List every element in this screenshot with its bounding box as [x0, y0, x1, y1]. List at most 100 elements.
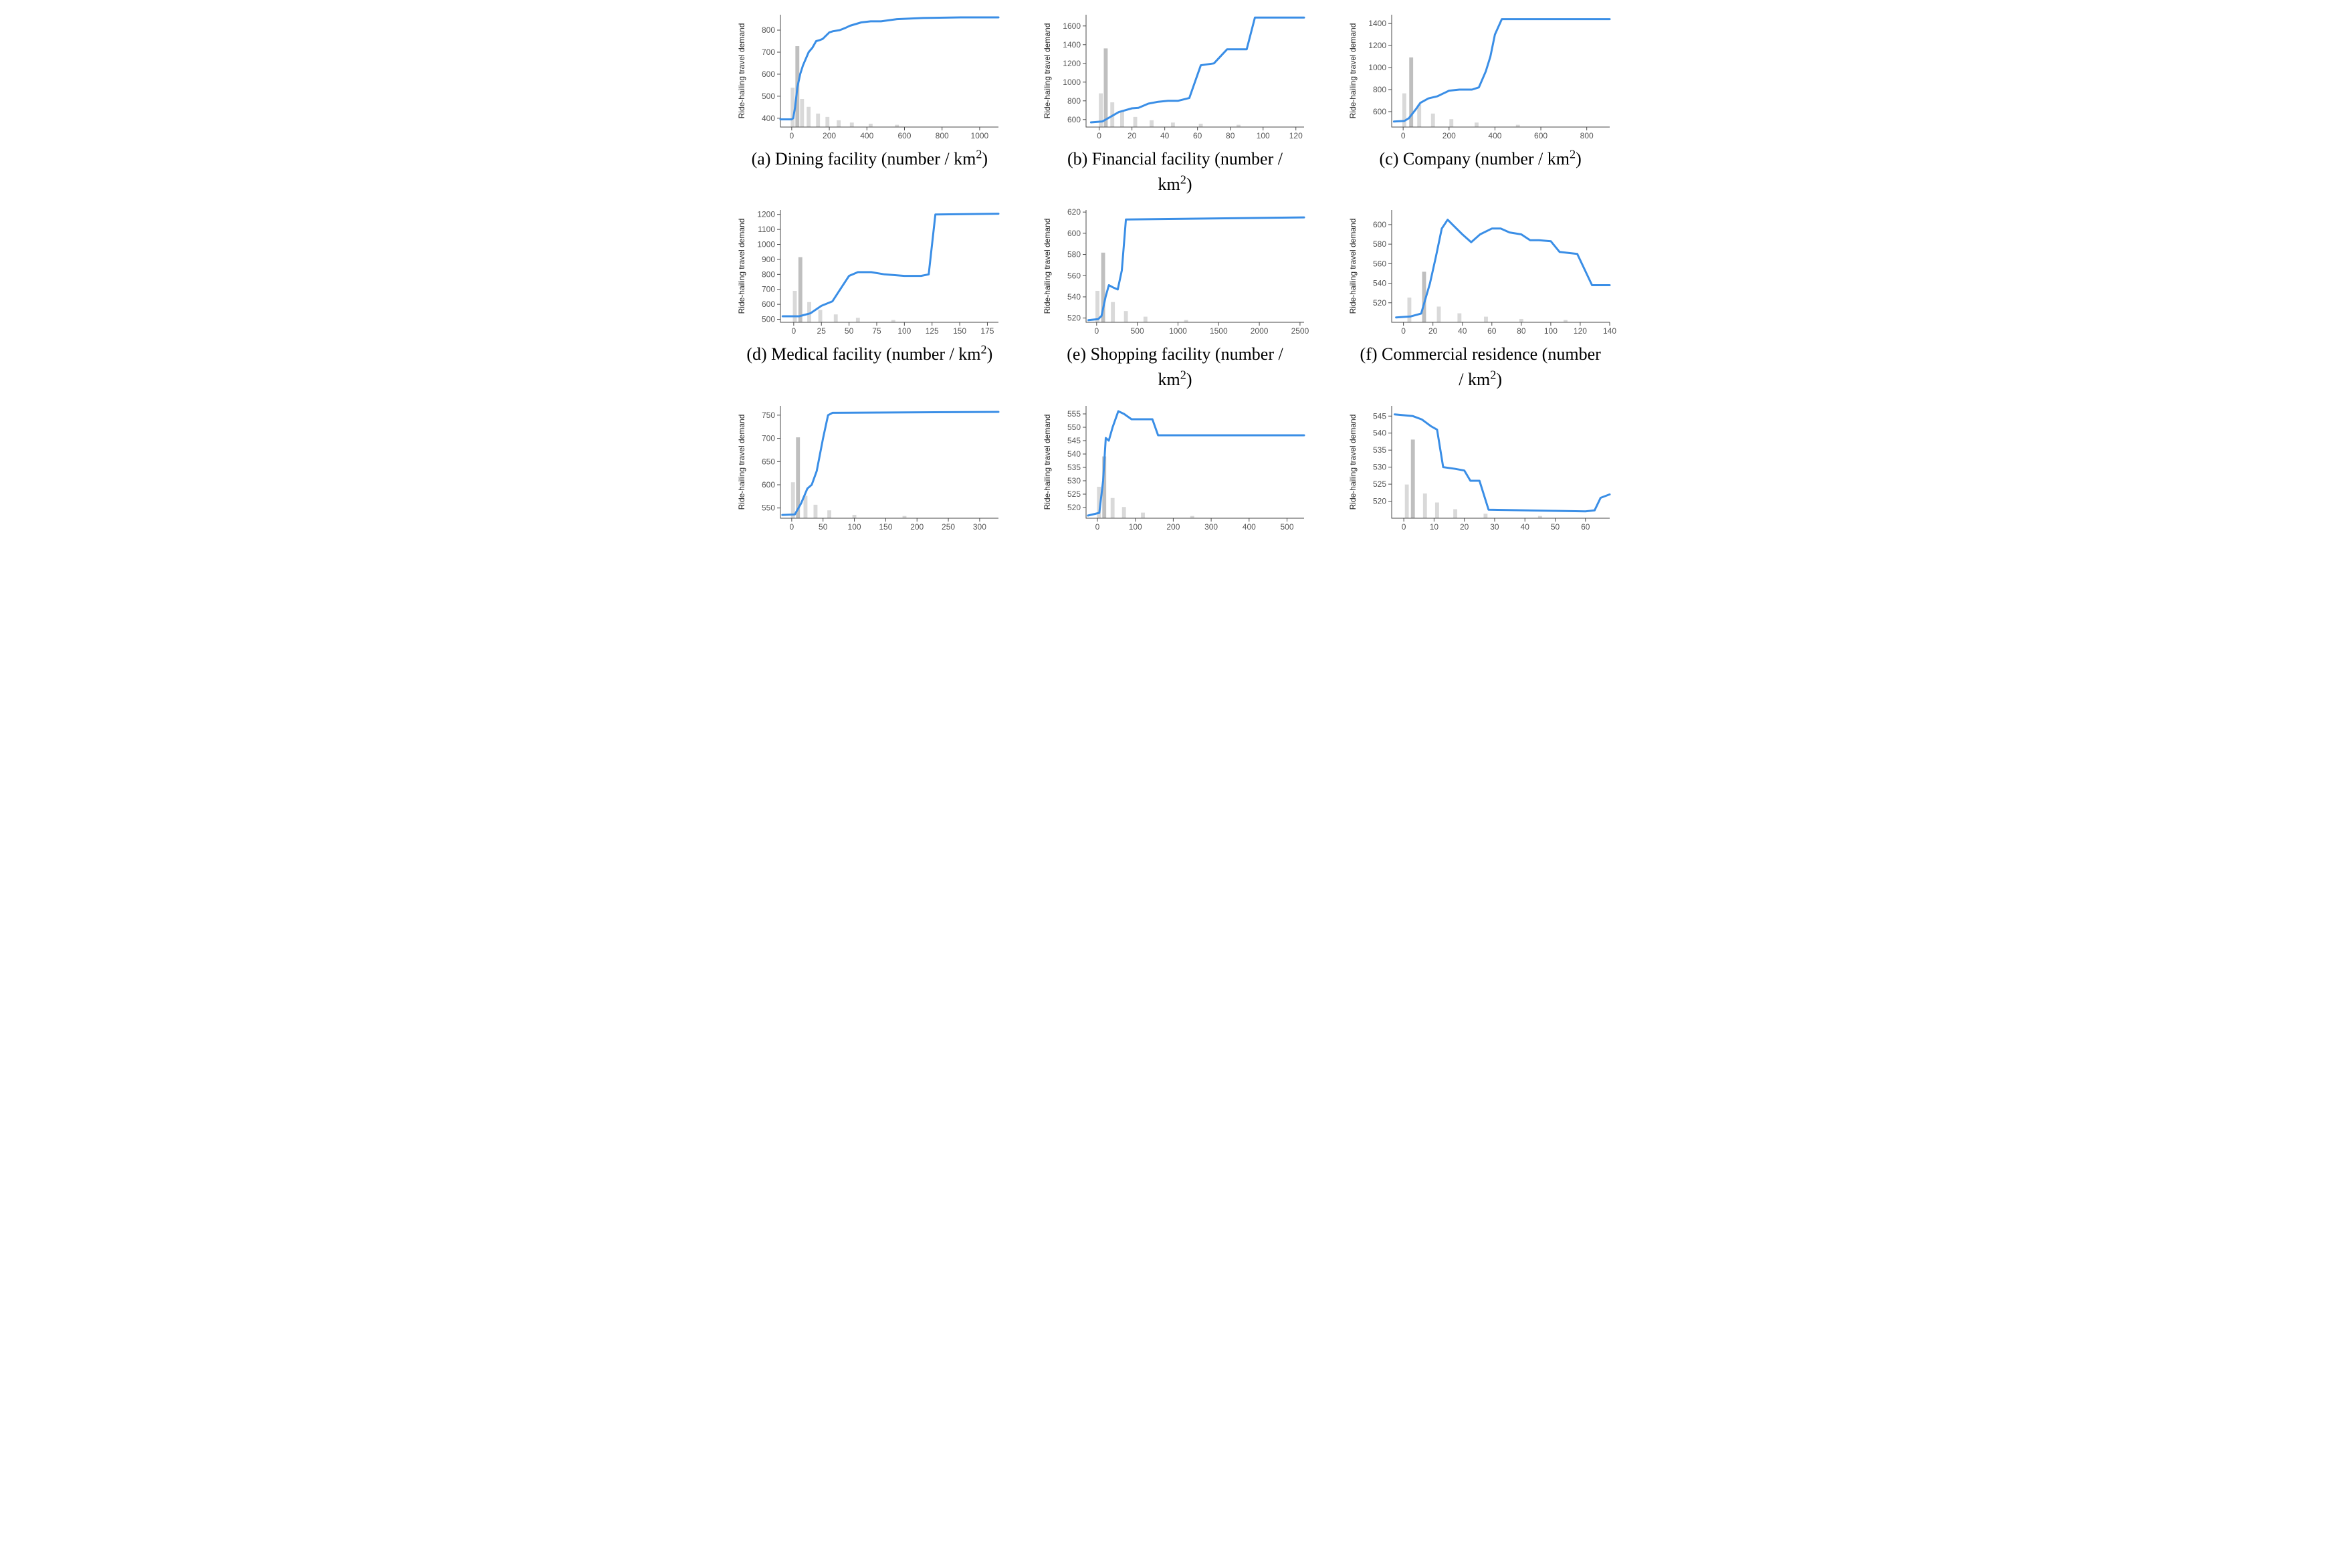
y-axis-label: Ride-hailing travel demand: [1043, 219, 1052, 314]
ytick-label: 700: [762, 47, 775, 57]
xtick-label: 60: [1487, 326, 1497, 336]
ytick-label: 600: [1067, 229, 1081, 238]
xtick-label: 250: [942, 522, 955, 532]
xtick-label: 60: [1193, 131, 1202, 140]
hist-bars: [1099, 48, 1241, 127]
chart-e: 05001000150020002500520540560580600620Ri…: [1038, 202, 1312, 339]
panel-b: 0204060801001206008001000120014001600Rid…: [1029, 7, 1321, 197]
ytick-label: 580: [1373, 240, 1386, 249]
demand-line: [1088, 411, 1304, 516]
axes: [780, 210, 998, 322]
ytick-label: 600: [1067, 115, 1081, 124]
chart-d: 0255075100125150175500600700800900100011…: [732, 202, 1006, 339]
hist-bars: [1404, 439, 1541, 518]
xtick-label: 150: [953, 326, 966, 336]
xtick-label: 120: [1574, 326, 1587, 336]
y-axis-label: Ride-hailing travel demand: [737, 219, 746, 314]
xtick-label: 125: [926, 326, 939, 336]
xtick-label: 1500: [1210, 326, 1228, 336]
xtick-label: 100: [1129, 522, 1142, 532]
xtick-label: 60: [1581, 522, 1590, 532]
y-axis-label: Ride-hailing travel demand: [1348, 219, 1358, 314]
chart-b: 0204060801001206008001000120014001600Rid…: [1038, 7, 1312, 144]
chart-i: 0102030405060520525530535540545Ride-hail…: [1344, 398, 1618, 535]
hist-bars: [1402, 58, 1520, 127]
ytick-label: 1400: [1368, 19, 1386, 28]
ytick-label: 400: [762, 114, 775, 123]
demand-line: [780, 17, 998, 120]
caption-a: (a) Dining facility (number / km2): [752, 146, 988, 172]
xtick-label: 2000: [1251, 326, 1269, 336]
xtick-label: 0: [1401, 522, 1406, 532]
demand-line: [1089, 217, 1304, 320]
chart-wrap-a: 02004006008001000400500600700800Ride-hai…: [724, 7, 1016, 144]
chart-wrap-c: 0200400600800600800100012001400Ride-hail…: [1334, 7, 1626, 144]
xtick-label: 40: [1160, 131, 1170, 140]
caption-e: (e) Shopping facility (number / km2): [1051, 342, 1299, 392]
xtick-label: 0: [1401, 326, 1406, 336]
ytick-label: 750: [762, 411, 775, 420]
chart-wrap-d: 0255075100125150175500600700800900100011…: [724, 202, 1016, 339]
ytick-label: 540: [1067, 292, 1081, 302]
axes: [1086, 406, 1304, 518]
xtick-label: 175: [981, 326, 994, 336]
y-axis-label: Ride-hailing travel demand: [737, 23, 746, 119]
ytick-label: 550: [1067, 423, 1081, 432]
ytick-label: 1200: [1063, 59, 1081, 68]
xtick-label: 200: [1442, 131, 1455, 140]
demand-line: [1394, 19, 1610, 122]
ytick-label: 500: [762, 315, 775, 324]
panel-d: 0255075100125150175500600700800900100011…: [724, 202, 1016, 392]
demand-line: [1091, 17, 1304, 122]
xtick-label: 50: [819, 522, 828, 532]
xtick-label: 150: [879, 522, 893, 532]
ytick-label: 525: [1067, 489, 1081, 499]
xtick-label: 20: [1460, 522, 1469, 532]
y-axis-label: Ride-hailing travel demand: [1348, 23, 1358, 119]
xtick-label: 10: [1429, 522, 1438, 532]
xtick-label: 120: [1289, 131, 1303, 140]
ytick-label: 600: [762, 480, 775, 489]
ytick-label: 550: [762, 503, 775, 512]
chart-f: 020406080100120140520540560580600Ride-ha…: [1344, 202, 1618, 339]
panel-c: 0200400600800600800100012001400Ride-hail…: [1334, 7, 1626, 197]
ytick-label: 530: [1373, 462, 1386, 471]
ytick-label: 1100: [758, 225, 776, 234]
xtick-label: 400: [861, 131, 874, 140]
hist-bars: [1095, 253, 1188, 322]
xtick-label: 20: [1428, 326, 1438, 336]
xtick-label: 40: [1520, 522, 1529, 532]
ytick-label: 800: [1373, 85, 1386, 94]
axes: [780, 406, 998, 518]
axes: [1086, 210, 1304, 322]
xtick-label: 200: [1166, 522, 1180, 532]
hist-bars: [793, 257, 895, 322]
ytick-label: 545: [1373, 411, 1386, 421]
ytick-label: 520: [1067, 314, 1081, 323]
xtick-label: 600: [898, 131, 912, 140]
ytick-label: 1000: [1368, 63, 1386, 72]
panel-g: 050100150200250300550600650700750Ride-ha…: [724, 398, 1016, 535]
ytick-label: 1400: [1063, 40, 1081, 49]
panel-e: 05001000150020002500520540560580600620Ri…: [1029, 202, 1321, 392]
xtick-label: 50: [1550, 522, 1560, 532]
xtick-label: 1000: [1169, 326, 1187, 336]
xtick-label: 80: [1226, 131, 1235, 140]
ytick-label: 1000: [1063, 78, 1081, 87]
ytick-label: 800: [762, 270, 775, 279]
chart-wrap-g: 050100150200250300550600650700750Ride-ha…: [724, 398, 1016, 535]
ytick-label: 650: [762, 457, 775, 466]
ytick-label: 560: [1373, 259, 1386, 269]
xtick-label: 1000: [971, 131, 989, 140]
ytick-label: 540: [1373, 428, 1386, 437]
ytick-label: 540: [1067, 449, 1081, 459]
xtick-label: 500: [1280, 522, 1293, 532]
ytick-label: 1600: [1063, 21, 1081, 31]
y-axis-label: Ride-hailing travel demand: [737, 414, 746, 510]
xtick-label: 800: [936, 131, 949, 140]
xtick-label: 80: [1517, 326, 1526, 336]
caption-c: (c) Company (number / km2): [1380, 146, 1582, 172]
ytick-label: 1200: [758, 210, 776, 219]
chart-a: 02004006008001000400500600700800Ride-hai…: [732, 7, 1006, 144]
xtick-label: 25: [817, 326, 827, 336]
